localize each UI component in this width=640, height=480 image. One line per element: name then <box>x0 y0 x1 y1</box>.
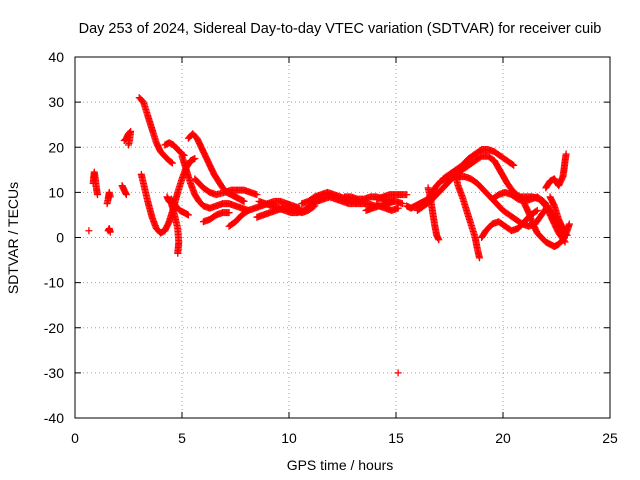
data-arc-arc-x <box>394 369 402 377</box>
x-tick-label: 5 <box>178 430 186 446</box>
data-arc-arc-f <box>120 127 135 149</box>
data-point-marker <box>394 369 402 377</box>
data-point-marker <box>561 231 569 239</box>
data-point-marker <box>394 204 402 212</box>
x-tick-label: 20 <box>495 430 511 446</box>
y-tick-label: 0 <box>56 230 64 246</box>
y-tick-label: 10 <box>48 184 64 200</box>
data-arc-arc-v <box>362 202 402 214</box>
data-arc-arc-r <box>255 197 314 217</box>
x-tick-label: 10 <box>281 430 297 446</box>
data-arc-arc-aa <box>439 146 518 183</box>
data-point-marker <box>168 159 176 167</box>
data-point-marker <box>475 254 483 262</box>
data-arc-arc-d <box>104 224 114 236</box>
data-arc-arc-ad <box>478 206 541 241</box>
data-arc-arc-o <box>199 209 233 226</box>
data-point-marker <box>398 200 406 208</box>
data-point-marker <box>533 206 541 214</box>
data-point-marker <box>403 191 411 199</box>
x-tick-label: 25 <box>602 430 618 446</box>
grid-lines <box>75 57 610 418</box>
data-point-marker <box>93 191 101 199</box>
data-point-marker <box>106 193 114 201</box>
y-tick-label: 30 <box>48 94 64 110</box>
data-point-marker <box>174 249 182 257</box>
data-point-marker <box>510 161 518 169</box>
data-arc-arc-n <box>167 195 192 219</box>
data-arc-arc-m <box>191 175 261 199</box>
data-arc-arc-ac <box>452 173 483 262</box>
x-tick-label: 15 <box>388 430 404 446</box>
data-arc-arc-b <box>89 168 101 199</box>
data-point-marker <box>508 160 516 168</box>
data-point-marker <box>106 228 114 236</box>
data-point-marker <box>167 158 175 166</box>
data-arc-arc-y <box>403 173 552 230</box>
chart-title: Day 253 of 2024, Sidereal Day-to-day VTE… <box>79 21 602 37</box>
data-point-marker <box>184 211 192 219</box>
data-point-marker <box>85 227 93 235</box>
data-point-marker <box>240 197 248 205</box>
y-tick-label: 20 <box>48 139 64 155</box>
data-arc-arc-e <box>118 182 130 199</box>
data-arc-arc-g <box>135 94 176 167</box>
data-arc-arc-w <box>373 191 411 203</box>
x-tick-label: 0 <box>71 430 79 446</box>
data-points <box>85 94 573 377</box>
data-arc-arc-ab <box>424 184 443 244</box>
data-arc-arc-a <box>85 227 93 235</box>
data-point-marker <box>435 236 443 244</box>
data-point-marker <box>253 191 261 199</box>
x-tick-labels: 0 5 10 15 20 25 <box>71 430 618 446</box>
data-point-marker <box>191 155 199 163</box>
data-point-marker <box>225 209 233 217</box>
x-axis-label: GPS time / hours <box>287 457 394 473</box>
y-tick-label: 40 <box>48 49 64 65</box>
data-arc-arc-ag <box>542 150 570 192</box>
data-arc-arc-l <box>184 130 248 205</box>
data-arc-arc-ah <box>546 193 569 239</box>
data-point-marker <box>122 191 130 199</box>
y-tick-labels: -40 -30 -20 -10 0 10 20 30 40 <box>44 49 64 426</box>
data-point-marker <box>562 150 570 158</box>
y-tick-label: -40 <box>44 410 64 426</box>
y-tick-label: -30 <box>44 365 64 381</box>
y-tick-label: -10 <box>44 275 64 291</box>
data-point-marker <box>565 220 573 228</box>
plot-frame <box>74 56 611 419</box>
y-axis-label: SDTVAR / TECUs <box>5 182 21 294</box>
data-point-marker <box>532 207 540 215</box>
y-tick-label: -20 <box>44 320 64 336</box>
data-arc-arc-c <box>103 188 114 208</box>
data-arc-arc-af <box>520 200 573 251</box>
data-point-marker <box>125 141 132 149</box>
